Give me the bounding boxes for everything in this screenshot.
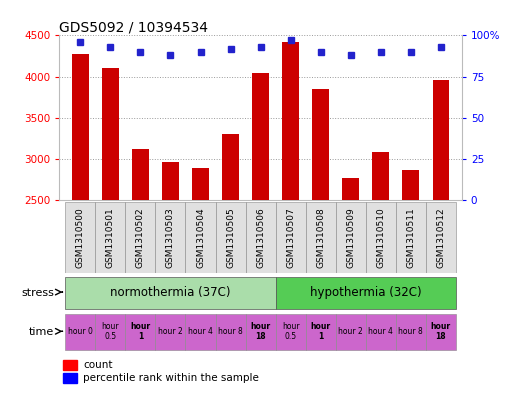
Text: count: count <box>84 360 113 370</box>
Bar <box>155 314 185 350</box>
Text: hypothermia (32C): hypothermia (32C) <box>310 286 422 299</box>
Text: GSM1310506: GSM1310506 <box>256 208 265 268</box>
Bar <box>246 202 276 273</box>
Text: stress: stress <box>21 288 54 298</box>
Bar <box>426 314 456 350</box>
Text: GSM1310500: GSM1310500 <box>76 208 85 268</box>
Bar <box>222 134 239 200</box>
Text: GSM1310510: GSM1310510 <box>376 208 385 268</box>
Text: time: time <box>29 327 54 337</box>
Bar <box>216 202 246 273</box>
Text: hour 2: hour 2 <box>338 327 363 336</box>
Text: hour 0: hour 0 <box>68 327 93 336</box>
Text: GSM1310505: GSM1310505 <box>226 208 235 268</box>
Bar <box>402 170 419 200</box>
Text: GSM1310501: GSM1310501 <box>106 208 115 268</box>
Bar <box>246 314 276 350</box>
Bar <box>162 162 179 200</box>
Bar <box>132 149 149 200</box>
Bar <box>66 314 95 350</box>
Text: hour
18: hour 18 <box>431 321 451 341</box>
Bar <box>63 373 77 383</box>
Bar <box>336 314 366 350</box>
Bar <box>366 314 396 350</box>
Text: hour 2: hour 2 <box>158 327 183 336</box>
Bar <box>125 314 155 350</box>
Bar <box>155 202 185 273</box>
Bar <box>305 314 336 350</box>
Text: normothermia (37C): normothermia (37C) <box>110 286 231 299</box>
Text: GSM1310511: GSM1310511 <box>406 208 415 268</box>
Text: GSM1310509: GSM1310509 <box>346 208 355 268</box>
Text: percentile rank within the sample: percentile rank within the sample <box>84 373 260 383</box>
Text: GSM1310512: GSM1310512 <box>437 208 445 268</box>
Bar <box>373 152 389 200</box>
Bar <box>305 202 336 273</box>
Text: hour 8: hour 8 <box>218 327 243 336</box>
Bar <box>185 314 216 350</box>
Bar <box>282 42 299 200</box>
Bar <box>276 314 305 350</box>
Bar <box>102 68 119 200</box>
Bar <box>125 202 155 273</box>
Text: GSM1310507: GSM1310507 <box>286 208 295 268</box>
Text: GSM1310503: GSM1310503 <box>166 208 175 268</box>
Text: hour 4: hour 4 <box>368 327 393 336</box>
Text: hour
1: hour 1 <box>131 321 151 341</box>
Bar <box>396 314 426 350</box>
Bar <box>216 314 246 350</box>
Bar <box>276 202 305 273</box>
Bar <box>72 53 89 200</box>
Bar <box>336 202 366 273</box>
Bar <box>432 80 449 200</box>
Text: hour 4: hour 4 <box>188 327 213 336</box>
Bar <box>95 202 125 273</box>
Bar <box>252 72 269 200</box>
Bar <box>95 314 125 350</box>
Bar <box>343 178 359 200</box>
Bar <box>276 277 456 309</box>
Text: GDS5092 / 10394534: GDS5092 / 10394534 <box>59 20 208 34</box>
Bar <box>185 202 216 273</box>
Text: hour
0.5: hour 0.5 <box>102 321 119 341</box>
Text: hour
18: hour 18 <box>250 321 271 341</box>
Text: GSM1310502: GSM1310502 <box>136 208 145 268</box>
Bar <box>192 168 209 200</box>
Bar <box>312 89 329 200</box>
Text: GSM1310504: GSM1310504 <box>196 208 205 268</box>
Text: hour 8: hour 8 <box>398 327 423 336</box>
Text: GSM1310508: GSM1310508 <box>316 208 325 268</box>
Bar <box>396 202 426 273</box>
Bar <box>63 360 77 369</box>
Bar <box>66 202 95 273</box>
Text: hour
1: hour 1 <box>311 321 331 341</box>
Text: hour
0.5: hour 0.5 <box>282 321 299 341</box>
Bar <box>366 202 396 273</box>
Bar <box>66 277 276 309</box>
Bar <box>426 202 456 273</box>
